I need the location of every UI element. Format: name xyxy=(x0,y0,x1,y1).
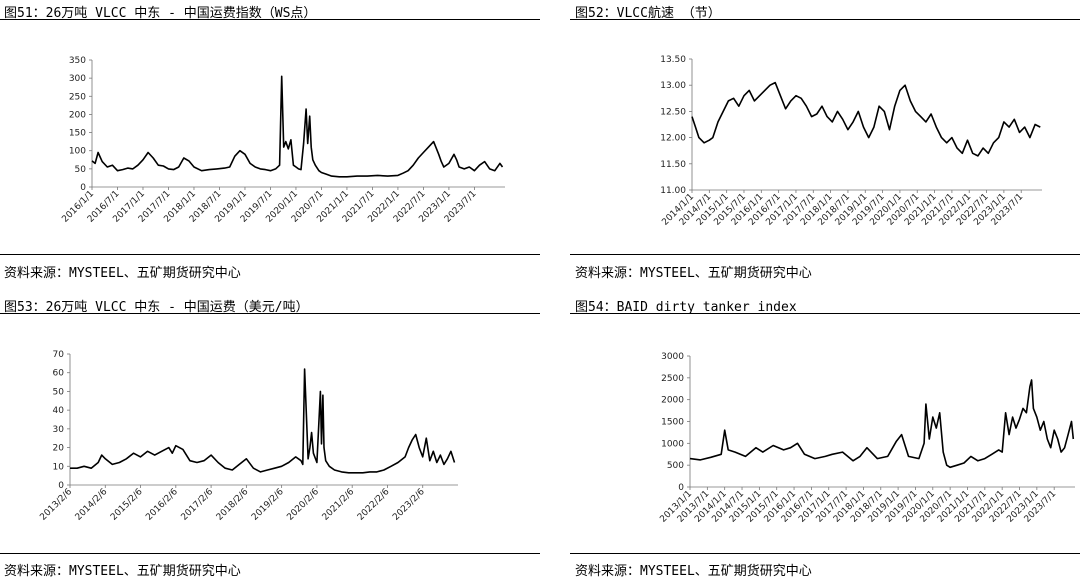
chart-panel-3: 图53：26万吨 VLCC 中东 - 中国运费（美元/吨） 0 10 20 30 40 5… xyxy=(0,294,540,582)
source-rule xyxy=(570,254,1080,255)
x-tick-label: 2015/2/6 xyxy=(109,487,145,523)
x-tick-label: 2016/2/6 xyxy=(144,487,180,523)
chart-panel-4: 图54：BAID dirty tanker index 0 500 1000 1500… xyxy=(570,294,1080,582)
y-tick-label: 200 xyxy=(69,110,86,120)
y-tick-label: 500 xyxy=(667,461,684,471)
y-tick-label: 0 xyxy=(58,481,64,491)
y-tick-label: 100 xyxy=(69,147,86,157)
y-tick-label: 3000 xyxy=(661,352,684,362)
title-rule xyxy=(570,19,1080,20)
y-tick-label: 70 xyxy=(53,350,65,360)
y-tick-label: 250 xyxy=(69,92,86,102)
y-tick-label: 60 xyxy=(53,369,65,379)
chart-title: 图51：26万吨 VLCC 中东 - 中国运费指数（WS点） xyxy=(4,6,317,21)
y-tick-label: 13.00 xyxy=(660,81,686,91)
y-tick-label: 2500 xyxy=(661,374,684,384)
x-tick-label: 2022/2/6 xyxy=(356,487,392,523)
chart-svg-baid-index: 0500100015002000250030002013/1/12013/7/1… xyxy=(658,352,1075,525)
y-tick-label: 1000 xyxy=(661,439,684,449)
y-tick-label: 0 xyxy=(80,183,86,193)
y-tick-label: 350 xyxy=(69,56,86,66)
y-tick-label: 10 xyxy=(53,462,65,472)
source-rule xyxy=(0,254,540,255)
x-tick-label: 2019/2/6 xyxy=(250,487,286,523)
y-tick-label: 12.00 xyxy=(660,134,686,144)
y-tick-label: 11.50 xyxy=(660,160,686,170)
y-tick-label: 0 xyxy=(678,483,684,493)
source-note: 资料来源：MYSTEEL、五矿期货研究中心 xyxy=(575,266,812,281)
series-line xyxy=(70,368,456,474)
y-tick-label: 150 xyxy=(69,129,86,139)
source-rule xyxy=(570,553,1080,554)
y-tick-label: 13.50 xyxy=(660,55,686,65)
chart-svg-vlcc-speed: 11.0011.5012.0012.5013.0013.502014/1/120… xyxy=(660,55,1042,228)
source-note: 资料来源：MYSTEEL、五矿期货研究中心 xyxy=(4,266,241,281)
x-tick-label: 2018/2/6 xyxy=(215,487,251,523)
series-line xyxy=(691,81,1041,157)
title-rule xyxy=(0,313,540,314)
chart-title: 图52：VLCC航速 （节） xyxy=(575,6,721,21)
title-rule xyxy=(0,19,540,20)
x-tick-label: 2023/2/6 xyxy=(391,487,427,523)
x-tick-label: 2021/2/6 xyxy=(321,487,357,523)
y-tick-label: 20 xyxy=(53,444,65,454)
y-tick-label: 1500 xyxy=(661,418,684,428)
y-tick-label: 30 xyxy=(53,425,65,435)
y-tick-label: 50 xyxy=(53,387,65,397)
title-rule xyxy=(570,313,1080,314)
x-tick-label: 2014/2/6 xyxy=(74,487,110,523)
chart-svg-ws-index: 0501001502002503003502016/1/12016/7/1201… xyxy=(60,56,505,225)
y-tick-label: 2000 xyxy=(661,396,684,406)
y-tick-label: 12.50 xyxy=(660,107,686,117)
chart-title: 图54：BAID dirty tanker index xyxy=(575,300,797,315)
x-tick-label: 2017/2/6 xyxy=(180,487,216,523)
source-rule xyxy=(0,553,540,554)
x-tick-label: 2020/2/6 xyxy=(285,487,321,523)
chart-panel-1: 图51：26万吨 VLCC 中东 - 中国运费指数（WS点） 0 50 100 150… xyxy=(0,0,540,291)
series-line xyxy=(91,75,504,178)
y-tick-label: 50 xyxy=(75,165,87,175)
y-tick-label: 300 xyxy=(69,74,86,84)
source-note: 资料来源：MYSTEEL、五矿期货研究中心 xyxy=(575,564,812,579)
series-line xyxy=(689,379,1075,469)
y-tick-label: 11.00 xyxy=(660,186,686,196)
x-tick-label: 2013/2/6 xyxy=(38,487,74,523)
chart-title: 图53：26万吨 VLCC 中东 - 中国运费（美元/吨） xyxy=(4,300,309,315)
chart-panel-2: 图52：VLCC航速 （节） 11.00 11.50 12.00 12.50 13.00… xyxy=(570,0,1080,291)
y-tick-label: 40 xyxy=(53,406,65,416)
source-note: 资料来源：MYSTEEL、五矿期货研究中心 xyxy=(4,564,241,579)
